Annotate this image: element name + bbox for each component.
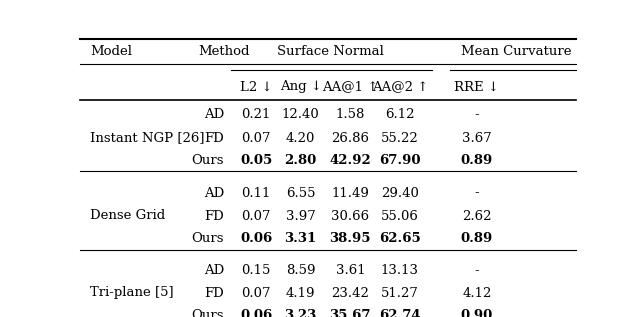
Text: 55.06: 55.06: [381, 210, 419, 223]
Text: 4.20: 4.20: [286, 132, 316, 145]
Text: FD: FD: [204, 287, 224, 300]
Text: -: -: [474, 264, 479, 277]
Text: 0.15: 0.15: [241, 264, 271, 277]
Text: 0.05: 0.05: [240, 153, 272, 167]
Text: Dense Grid: Dense Grid: [90, 209, 165, 222]
Text: L2 ↓: L2 ↓: [240, 80, 273, 94]
Text: 1.58: 1.58: [335, 108, 365, 121]
Text: 6.55: 6.55: [286, 186, 316, 199]
Text: 6.12: 6.12: [385, 108, 415, 121]
Text: Model: Model: [90, 45, 132, 58]
Text: 3.31: 3.31: [285, 232, 317, 245]
Text: AA@2 ↑: AA@2 ↑: [372, 80, 428, 94]
Text: 23.42: 23.42: [332, 287, 369, 300]
Text: 3.61: 3.61: [335, 264, 365, 277]
Text: AD: AD: [204, 186, 224, 199]
Text: 0.06: 0.06: [240, 232, 272, 245]
Text: -: -: [474, 186, 479, 199]
Text: Ours: Ours: [191, 308, 224, 317]
Text: 4.19: 4.19: [286, 287, 316, 300]
Text: 51.27: 51.27: [381, 287, 419, 300]
Text: 0.07: 0.07: [241, 210, 271, 223]
Text: 62.74: 62.74: [379, 308, 420, 317]
Text: AD: AD: [204, 108, 224, 121]
Text: Ang ↓: Ang ↓: [280, 80, 322, 94]
Text: 8.59: 8.59: [286, 264, 316, 277]
Text: 0.11: 0.11: [241, 186, 271, 199]
Text: 0.06: 0.06: [240, 308, 272, 317]
Text: 38.95: 38.95: [330, 232, 371, 245]
Text: Tri-plane [5]: Tri-plane [5]: [90, 286, 173, 299]
Text: -: -: [474, 108, 479, 121]
Text: AA@1 ↑: AA@1 ↑: [322, 80, 378, 94]
Text: 4.12: 4.12: [462, 287, 492, 300]
Text: 0.90: 0.90: [461, 308, 493, 317]
Text: Ours: Ours: [191, 153, 224, 167]
Text: 0.07: 0.07: [241, 132, 271, 145]
Text: FD: FD: [204, 132, 224, 145]
Text: 35.67: 35.67: [330, 308, 371, 317]
Text: Ours: Ours: [191, 232, 224, 245]
Text: Method: Method: [198, 45, 250, 58]
Text: Mean Curvature: Mean Curvature: [461, 45, 572, 58]
Text: 0.07: 0.07: [241, 287, 271, 300]
Text: 62.65: 62.65: [379, 232, 420, 245]
Text: Surface Normal: Surface Normal: [277, 45, 384, 58]
Text: 3.23: 3.23: [285, 308, 317, 317]
Text: 0.21: 0.21: [241, 108, 271, 121]
Text: 2.80: 2.80: [285, 153, 317, 167]
Text: FD: FD: [204, 210, 224, 223]
Text: Instant NGP [26]: Instant NGP [26]: [90, 131, 204, 144]
Text: RRE ↓: RRE ↓: [454, 80, 499, 94]
Text: 11.49: 11.49: [332, 186, 369, 199]
Text: AD: AD: [204, 264, 224, 277]
Text: 29.40: 29.40: [381, 186, 419, 199]
Text: 0.89: 0.89: [461, 232, 493, 245]
Text: 26.86: 26.86: [332, 132, 369, 145]
Text: 3.97: 3.97: [286, 210, 316, 223]
Text: 13.13: 13.13: [381, 264, 419, 277]
Text: 42.92: 42.92: [330, 153, 371, 167]
Text: 67.90: 67.90: [379, 153, 420, 167]
Text: 0.89: 0.89: [461, 153, 493, 167]
Text: 30.66: 30.66: [332, 210, 369, 223]
Text: 12.40: 12.40: [282, 108, 319, 121]
Text: 3.67: 3.67: [462, 132, 492, 145]
Text: 55.22: 55.22: [381, 132, 419, 145]
Text: 2.62: 2.62: [462, 210, 492, 223]
